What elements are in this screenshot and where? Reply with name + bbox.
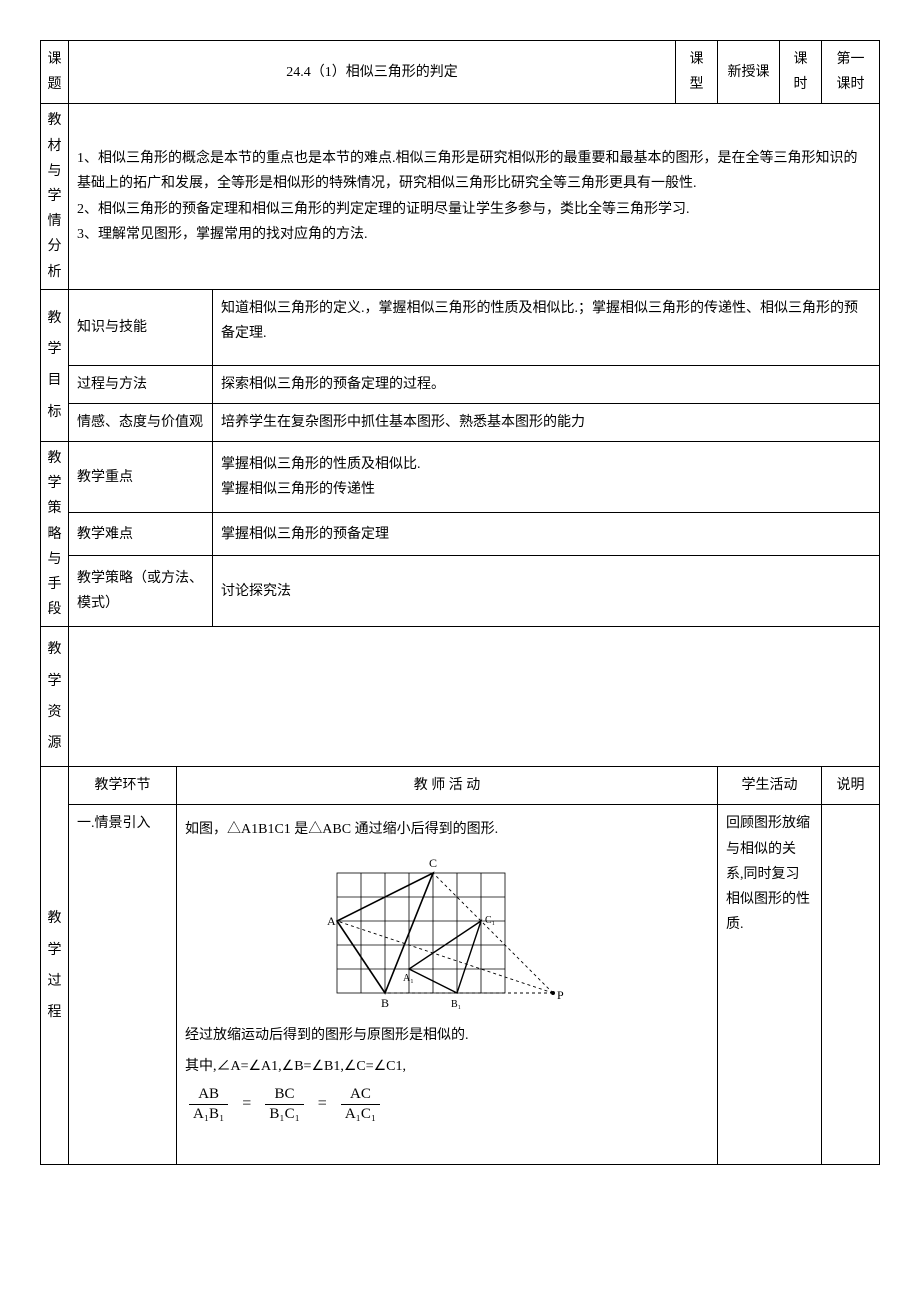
- goals-affect-value: 培养学生在复杂图形中抓住基本图形、熟悉基本图形的能力: [213, 403, 880, 441]
- process-student-header: 学生活动: [718, 767, 822, 805]
- process-student-1: 回顾图形放缩与相似的关系,同时复习相似图形的性质.: [718, 805, 822, 1165]
- strategy-focus-value: 掌握相似三角形的性质及相似比. 掌握相似三角形的传递性: [213, 442, 880, 513]
- strategy-method-row: 教学策略（或方法、模式） 讨论探究法: [41, 556, 880, 627]
- label-A: A: [327, 914, 336, 928]
- process-teacher-1: 如图，△A1B1C1 是△ABC 通过缩小后得到的图形.: [177, 805, 718, 1165]
- frac-1: AB A₁B₁: [189, 1085, 228, 1125]
- frac-3: AC A₁C₁: [341, 1085, 380, 1125]
- label-B1: B₁: [451, 999, 461, 1010]
- type-label: 课型: [676, 41, 718, 104]
- teacher-line1: 经过放缩运动后得到的图形与原图形是相似的.: [185, 1023, 709, 1048]
- strategy-focus-row: 教学策略与手段 教学重点 掌握相似三角形的性质及相似比. 掌握相似三角形的传递性: [41, 442, 880, 513]
- process-teacher-header: 教 师 活 动: [177, 767, 718, 805]
- strategy-focus-label: 教学重点: [69, 442, 213, 513]
- analysis-text: 1、相似三角形的概念是本节的重点也是本节的难点.相似三角形是研究相似形的最重要和…: [69, 104, 880, 289]
- label-C: C: [429, 856, 437, 870]
- strategy-method-label: 教学策略（或方法、模式）: [69, 556, 213, 627]
- goals-process-value: 探索相似三角形的预备定理的过程。: [213, 365, 880, 403]
- period-label: 课时: [780, 41, 822, 104]
- frac-2: BC B₁C₁: [265, 1085, 303, 1125]
- process-label: 教学过程: [41, 767, 69, 1165]
- goals-affect-label: 情感、态度与价值观: [69, 403, 213, 441]
- process-stage-1: 一.情景引入: [69, 805, 177, 1165]
- teacher-line2: 其中,∠A=∠A1,∠B=∠B1,∠C=∠C1,: [185, 1054, 709, 1079]
- triangle-diagram: A B C A₁ B₁ C₁ P: [317, 853, 577, 1013]
- goals-label: 教学目标: [41, 289, 69, 441]
- topic-value: 24.4（1）相似三角形的判定: [69, 41, 676, 104]
- process-note-1: [822, 805, 880, 1165]
- topic-label: 课题: [41, 41, 69, 104]
- process-row-1: 一.情景引入 如图，△A1B1C1 是△ABC 通过缩小后得到的图形.: [41, 805, 880, 1165]
- goals-process-row: 过程与方法 探索相似三角形的预备定理的过程。: [41, 365, 880, 403]
- teacher-intro-text: 如图，△A1B1C1 是△ABC 通过缩小后得到的图形.: [185, 817, 709, 842]
- label-P: P: [557, 988, 564, 1002]
- eq-sign-1: =: [242, 1090, 251, 1119]
- strategy-difficulty-label: 教学难点: [69, 513, 213, 556]
- eq-sign-2: =: [318, 1090, 327, 1119]
- period-value: 第一课时: [822, 41, 880, 104]
- goals-affect-row: 情感、态度与价值观 培养学生在复杂图形中抓住基本图形、熟悉基本图形的能力: [41, 403, 880, 441]
- goals-knowledge-label: 知识与技能: [69, 289, 213, 365]
- resources-value: [69, 627, 880, 767]
- strategy-label: 教学策略与手段: [41, 442, 69, 627]
- strategy-difficulty-value: 掌握相似三角形的预备定理: [213, 513, 880, 556]
- label-C1: C₁: [485, 915, 495, 926]
- type-value: 新授课: [718, 41, 780, 104]
- process-header-row: 教学过程 教学环节 教 师 活 动 学生活动 说明: [41, 767, 880, 805]
- label-A1: A₁: [403, 973, 414, 984]
- analysis-label: 教材与学情分析: [41, 104, 69, 289]
- ratio-equation: AB A₁B₁ = BC B₁C₁ = AC A₁C₁: [185, 1085, 709, 1125]
- process-note-header: 说明: [822, 767, 880, 805]
- strategy-difficulty-row: 教学难点 掌握相似三角形的预备定理: [41, 513, 880, 556]
- strategy-method-value: 讨论探究法: [213, 556, 880, 627]
- label-B: B: [381, 996, 389, 1010]
- header-row: 课题 24.4（1）相似三角形的判定 课型 新授课 课时 第一课时: [41, 41, 880, 104]
- goals-process-label: 过程与方法: [69, 365, 213, 403]
- goals-knowledge-row: 教学目标 知识与技能 知道相似三角形的定义.，掌握相似三角形的性质及相似比.；掌…: [41, 289, 880, 365]
- analysis-row: 教材与学情分析 1、相似三角形的概念是本节的重点也是本节的难点.相似三角形是研究…: [41, 104, 880, 289]
- goals-knowledge-value: 知道相似三角形的定义.，掌握相似三角形的性质及相似比.；掌握相似三角形的传递性、…: [213, 289, 880, 365]
- lesson-plan-table: 课题 24.4（1）相似三角形的判定 课型 新授课 课时 第一课时 教材与学情分…: [40, 40, 880, 1165]
- process-stage-header: 教学环节: [69, 767, 177, 805]
- resources-row: 教学资源: [41, 627, 880, 767]
- resources-label: 教学资源: [41, 627, 69, 767]
